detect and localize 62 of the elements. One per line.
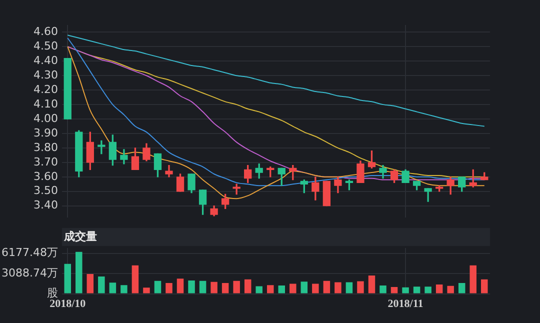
bar (312, 284, 319, 294)
bar (143, 288, 150, 294)
y-tick-label: 3088.74万 (2, 266, 58, 280)
bar (222, 283, 229, 294)
bar (413, 286, 420, 294)
bar (470, 265, 476, 294)
bar (154, 280, 162, 294)
bar (458, 283, 466, 294)
bar (132, 265, 139, 294)
y-tick-label: 4.40 (34, 54, 58, 68)
bar (323, 280, 330, 294)
y-tick-label: 3.90 (34, 126, 58, 140)
y-tick-label: 股 (47, 286, 58, 300)
y-tick-label: 3.80 (34, 140, 58, 154)
bar (402, 287, 409, 294)
bar (176, 278, 184, 294)
bar (98, 276, 105, 294)
bar (278, 286, 286, 294)
y-tick-label: 3.60 (34, 170, 58, 183)
bar (480, 279, 488, 294)
x-tick-label: 2018/10 (50, 298, 86, 310)
bar (300, 282, 308, 294)
y-tick-label: 4.30 (34, 68, 58, 82)
bar (109, 282, 116, 294)
bar (436, 284, 443, 294)
bar (166, 283, 172, 294)
y-tick-label: 3.50 (34, 184, 58, 198)
x-tick-label: 2018/11 (388, 298, 424, 310)
bar (390, 286, 398, 294)
bar (357, 281, 364, 294)
bar (188, 280, 195, 294)
y-tick-label: 4.20 (34, 82, 58, 96)
candlestick (435, 185, 444, 192)
bar (346, 282, 353, 294)
candlestick (64, 58, 72, 120)
bar (210, 282, 218, 294)
bar (86, 274, 94, 294)
y-tick-label: 3.40 (34, 198, 58, 212)
bar (256, 286, 262, 294)
bar (199, 280, 206, 294)
y-tick-label: 4.10 (34, 97, 58, 110)
bar (290, 284, 296, 294)
line-series (67, 34, 485, 127)
bar (244, 279, 252, 294)
bar (334, 282, 342, 294)
bar (368, 275, 376, 294)
bar (64, 264, 72, 294)
chart-title: 成交量 (63, 230, 97, 243)
candlestick (232, 184, 240, 195)
bar (447, 286, 454, 294)
bar (76, 252, 82, 294)
y-tick-label: 4.00 (34, 112, 58, 125)
y-tick-label: 3.70 (34, 155, 58, 168)
bar (120, 285, 128, 294)
y-tick-label: 4.50 (34, 40, 58, 53)
bar (424, 286, 432, 294)
bar (266, 285, 274, 294)
y-tick-label: 4.60 (34, 25, 58, 38)
y-tick-label: 6177.48万 (2, 246, 58, 260)
candlestick (98, 140, 106, 154)
bar (233, 280, 240, 294)
bar (380, 286, 386, 294)
